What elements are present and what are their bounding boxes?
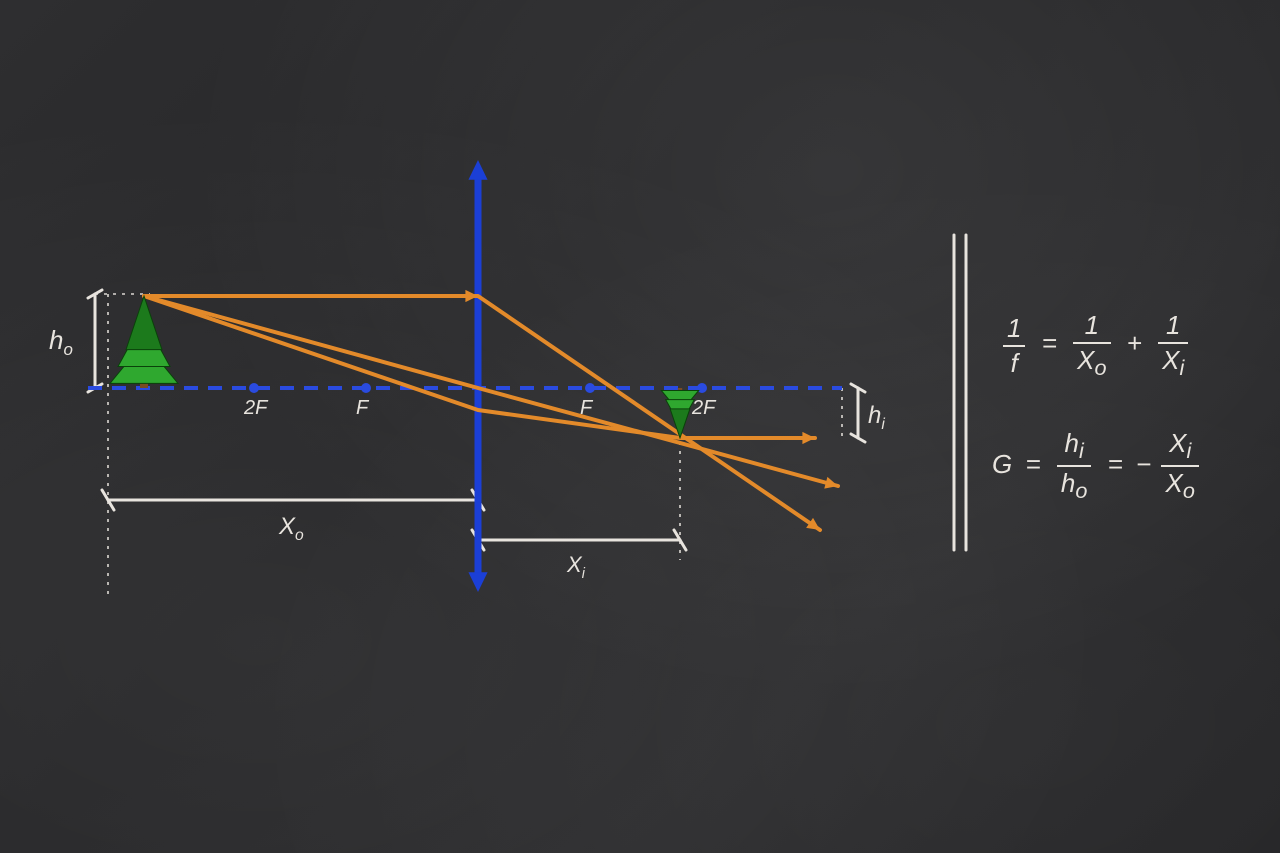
magnification-equation: G = hi ho = − Xi Xo — [992, 428, 1202, 504]
frac-3-num: 1 — [1158, 310, 1188, 342]
svg-text:F: F — [356, 397, 370, 419]
mag-mid-num: hi — [1057, 428, 1092, 465]
optics-diagram: hohiXoXiF2FF2F — [0, 0, 1280, 853]
frac-2-num: 1 — [1073, 310, 1110, 342]
lens-equation: 1f = 1Xo + 1Xi — [1000, 310, 1191, 381]
mag-mid-den: ho — [1057, 465, 1092, 504]
frac-1-den: f — [1003, 345, 1025, 379]
svg-text:hi: hi — [868, 402, 885, 433]
svg-text:2F: 2F — [691, 397, 717, 419]
svg-text:ho: ho — [49, 325, 73, 359]
svg-text:Xi: Xi — [566, 552, 586, 582]
svg-text:2F: 2F — [243, 397, 269, 419]
mag-rhs-den: Xo — [1161, 465, 1198, 504]
frac-1-num: 1 — [1003, 313, 1025, 345]
object-tree-icon — [110, 296, 178, 388]
neg-sign: − — [1136, 449, 1151, 479]
magnification-lhs: G — [992, 449, 1012, 479]
frac-2-den: Xo — [1073, 342, 1110, 381]
frac-3-den: Xi — [1158, 342, 1188, 381]
svg-text:Xo: Xo — [278, 513, 304, 544]
chalkboard: { "canvas": { "width": 1280, "height": 8… — [0, 0, 1280, 853]
mag-rhs-num: Xi — [1161, 428, 1198, 465]
